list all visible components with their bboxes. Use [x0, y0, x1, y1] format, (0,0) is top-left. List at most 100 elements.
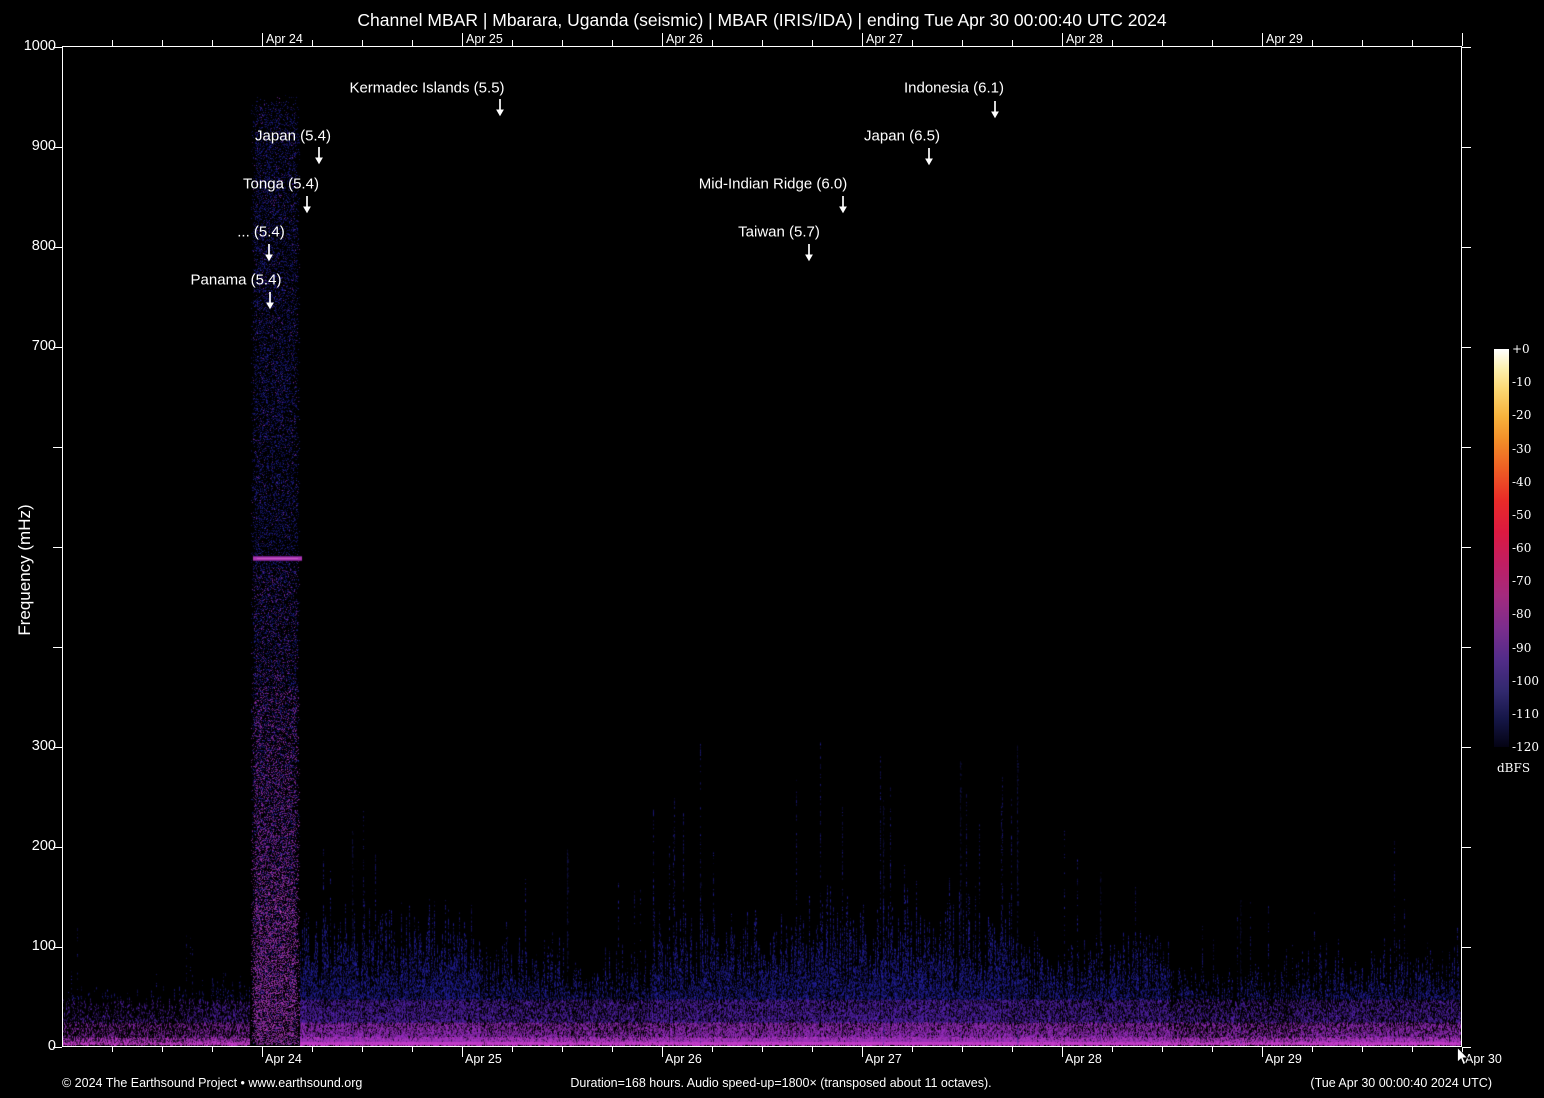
x-tick-label-top: Apr 24: [266, 32, 303, 46]
down-arrow-icon: [805, 244, 813, 262]
x-major-tick-bottom: [1462, 1047, 1463, 1057]
colorbar-unit-label: dBFS: [1497, 761, 1531, 775]
duration-text: Duration=168 hours. Audio speed-up=1800×…: [570, 1076, 992, 1090]
x-minor-tick-top: [362, 40, 363, 46]
y-major-tick-left: [53, 147, 62, 148]
x-minor-tick-top: [512, 40, 513, 46]
x-minor-tick-bottom: [762, 1047, 763, 1052]
down-arrow-icon: [266, 292, 274, 310]
x-tick-label-bottom: Apr 29: [1265, 1052, 1302, 1066]
y-tick-label: 700: [31, 337, 56, 354]
colorbar-tick-label: -70: [1512, 574, 1532, 589]
x-minor-tick-top: [112, 40, 113, 46]
x-minor-tick-top: [1412, 40, 1413, 46]
x-minor-tick-top: [562, 40, 563, 46]
y-tick-label: 800: [31, 237, 56, 254]
colorbar: [1494, 349, 1509, 747]
y-major-tick-left: [53, 1047, 62, 1048]
x-minor-tick-bottom: [362, 1047, 363, 1052]
y-major-tick-right: [1462, 747, 1471, 748]
event-label: Kermadec Islands (5.5): [349, 79, 505, 97]
x-minor-tick-top: [1212, 40, 1213, 46]
y-tick-label: 100: [31, 937, 56, 954]
x-tick-label-top: Apr 27: [866, 32, 903, 46]
event-label: Japan (5.4): [255, 127, 331, 145]
down-arrow-icon: [303, 196, 311, 214]
event-label: Tonga (5.4): [243, 175, 319, 193]
y-major-tick-left: [53, 747, 62, 748]
down-arrow-icon: [991, 101, 999, 119]
y-tick-label: 0: [47, 1037, 56, 1054]
colorbar-tick-label: -10: [1512, 375, 1532, 390]
x-minor-tick-top: [962, 40, 963, 46]
x-minor-tick-bottom: [162, 1047, 163, 1052]
x-minor-tick-bottom: [1162, 1047, 1163, 1052]
colorbar-tick-label: -50: [1512, 507, 1532, 522]
y-major-tick-right: [1462, 1047, 1471, 1048]
x-minor-tick-bottom: [212, 1047, 213, 1052]
x-major-tick-bottom: [262, 1047, 263, 1057]
y-major-tick-right: [1462, 147, 1471, 148]
x-major-tick-bottom: [862, 1047, 863, 1057]
x-major-tick-top: [1062, 33, 1063, 46]
colorbar-tick-label: -110: [1512, 706, 1539, 721]
event-label: Mid-Indian Ridge (6.0): [698, 175, 848, 193]
event-label: ... (5.4): [237, 223, 285, 241]
y-major-tick-right: [1462, 47, 1471, 48]
x-minor-tick-bottom: [312, 1047, 313, 1052]
y-axis-title: Frequency (mHz): [15, 504, 34, 636]
x-minor-tick-top: [762, 40, 763, 46]
x-minor-tick-top: [312, 40, 313, 46]
event-label: Indonesia (6.1): [903, 79, 1005, 97]
colorbar-tick-label: -100: [1512, 673, 1539, 688]
event-label: Panama (5.4): [190, 271, 282, 289]
x-minor-tick-bottom: [1112, 1047, 1113, 1052]
down-arrow-icon: [265, 244, 273, 262]
x-minor-tick-bottom: [812, 1047, 813, 1052]
y-major-tick-left: [53, 47, 62, 48]
y-tick-label: 300: [31, 737, 56, 754]
x-minor-tick-bottom: [562, 1047, 563, 1052]
x-minor-tick-top: [1362, 40, 1363, 46]
event-label: Japan (6.5): [864, 127, 940, 145]
x-tick-label-top: Apr 25: [466, 32, 503, 46]
event-label: Taiwan (5.7): [738, 223, 820, 241]
x-minor-tick-top: [1162, 40, 1163, 46]
x-minor-tick-bottom: [112, 1047, 113, 1052]
y-major-tick-left: [53, 247, 62, 248]
colorbar-tick-label: -20: [1512, 408, 1532, 423]
y-major-tick-left: [53, 947, 62, 948]
down-arrow-icon: [496, 99, 504, 117]
y-major-tick-right: [1462, 547, 1471, 548]
x-minor-tick-top: [412, 40, 413, 46]
x-minor-tick-top: [812, 40, 813, 46]
y-major-tick-right: [1462, 647, 1471, 648]
end-time-text: (Tue Apr 30 00:00:40 2024 UTC): [1310, 1076, 1492, 1090]
x-minor-tick-top: [1012, 40, 1013, 46]
x-minor-tick-top: [1112, 40, 1113, 46]
colorbar-tick-label: -40: [1512, 474, 1532, 489]
x-major-tick-top: [262, 33, 263, 46]
x-major-tick-bottom: [662, 1047, 663, 1057]
spectrogram-plot-area: [62, 46, 1462, 1047]
x-major-tick-bottom: [1262, 1047, 1263, 1057]
x-minor-tick-top: [212, 40, 213, 46]
x-major-tick-top: [1462, 33, 1463, 46]
colorbar-tick-label: +0: [1512, 342, 1530, 356]
colorbar-tick-label: -30: [1512, 441, 1532, 456]
spectrogram-canvas: [63, 47, 1461, 1046]
x-minor-tick-bottom: [712, 1047, 713, 1052]
colorbar-tick-label: -60: [1512, 541, 1532, 555]
mouse-cursor-icon: [1457, 1047, 1469, 1066]
x-minor-tick-top: [912, 40, 913, 46]
y-major-tick-right: [1462, 347, 1471, 348]
x-major-tick-top: [1262, 33, 1263, 46]
x-major-tick-bottom: [462, 1047, 463, 1057]
y-tick-label: 900: [31, 137, 56, 154]
x-tick-label-bottom: Apr 30: [1465, 1052, 1502, 1066]
x-major-tick-top: [862, 33, 863, 46]
chart-title: Channel MBAR | Mbarara, Uganda (seismic)…: [357, 10, 1167, 30]
y-major-tick-right: [1462, 947, 1471, 948]
down-arrow-icon: [925, 148, 933, 166]
